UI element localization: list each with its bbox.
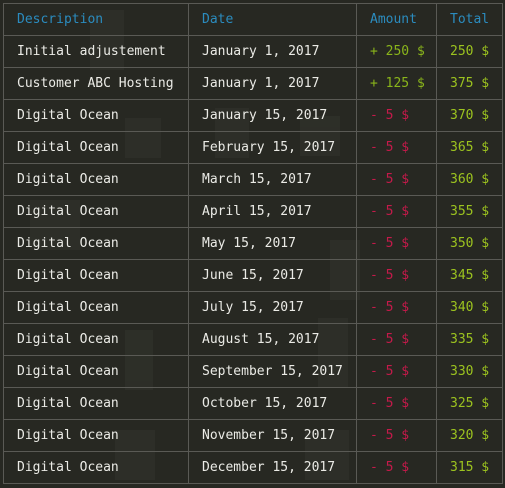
description-cell: Initial adjustement xyxy=(3,35,189,68)
description-cell: Digital Ocean xyxy=(3,451,189,484)
table-row[interactable]: Digital Ocean June 15, 2017- 5 $345 $ xyxy=(3,259,503,292)
date-cell: January 15, 2017 xyxy=(188,99,357,132)
amount-cell: - 5 $ xyxy=(356,195,437,228)
total-cell: 320 $ xyxy=(436,419,503,452)
table-row[interactable]: Digital Ocean February 15, 2017- 5 $365 $ xyxy=(3,131,503,164)
description-cell: Customer ABC Hosting xyxy=(3,67,189,100)
amount-cell: - 5 $ xyxy=(356,355,437,388)
total-cell: 250 $ xyxy=(436,35,503,68)
table-row[interactable]: Digital Ocean December 15, 2017- 5 $315 $ xyxy=(3,451,503,484)
date-cell: September 15, 2017 xyxy=(188,355,357,388)
table-row[interactable]: Customer ABC Hosting January 1, 2017 + 125… xyxy=(3,67,503,100)
ledger-table: Description Date Amount Total Initial ad… xyxy=(3,3,503,484)
description-cell: Digital Ocean xyxy=(3,195,189,228)
total-cell: 360 $ xyxy=(436,163,503,196)
total-cell: 315 $ xyxy=(436,451,503,484)
amount-cell: - 5 $ xyxy=(356,227,437,260)
date-cell: January 1, 2017 xyxy=(188,35,357,68)
date-cell: August 15, 2017 xyxy=(188,323,357,356)
date-cell: March 15, 2017 xyxy=(188,163,357,196)
amount-cell: - 5 $ xyxy=(356,163,437,196)
amount-cell: - 5 $ xyxy=(356,387,437,420)
date-cell: April 15, 2017 xyxy=(188,195,357,228)
table-row[interactable]: Digital Ocean March 15, 2017- 5 $360 $ xyxy=(3,163,503,196)
total-cell: 345 $ xyxy=(436,259,503,292)
total-cell: 330 $ xyxy=(436,355,503,388)
description-cell: Digital Ocean xyxy=(3,259,189,292)
date-cell: January 1, 2017 xyxy=(188,67,357,100)
description-cell: Digital Ocean xyxy=(3,291,189,324)
description-cell: Digital Ocean xyxy=(3,131,189,164)
total-cell: 355 $ xyxy=(436,195,503,228)
column-header-total[interactable]: Total xyxy=(436,3,503,36)
date-cell: June 15, 2017 xyxy=(188,259,357,292)
total-cell: 365 $ xyxy=(436,131,503,164)
table-row[interactable]: Digital Ocean May 15, 2017- 5 $350 $ xyxy=(3,227,503,260)
table-row[interactable]: Digital Ocean August 15, 2017- 5 $335 $ xyxy=(3,323,503,356)
amount-cell: - 5 $ xyxy=(356,451,437,484)
total-cell: 340 $ xyxy=(436,291,503,324)
description-cell: Digital Ocean xyxy=(3,227,189,260)
column-header-description[interactable]: Description xyxy=(3,3,189,36)
table-row[interactable]: Digital Ocean January 15, 2017- 5 $370 $ xyxy=(3,99,503,132)
total-cell: 370 $ xyxy=(436,99,503,132)
description-cell: Digital Ocean xyxy=(3,323,189,356)
amount-cell: - 5 $ xyxy=(356,323,437,356)
total-cell: 350 $ xyxy=(436,227,503,260)
amount-cell: - 5 $ xyxy=(356,291,437,324)
amount-cell: - 5 $ xyxy=(356,131,437,164)
total-cell: 335 $ xyxy=(436,323,503,356)
total-cell: 325 $ xyxy=(436,387,503,420)
table-row[interactable]: Digital Ocean October 15, 2017- 5 $325 $ xyxy=(3,387,503,420)
description-cell: Digital Ocean xyxy=(3,419,189,452)
description-cell: Digital Ocean xyxy=(3,387,189,420)
table-row[interactable]: Digital Ocean September 15, 2017- 5 $330 … xyxy=(3,355,503,388)
amount-cell: - 5 $ xyxy=(356,99,437,132)
description-cell: Digital Ocean xyxy=(3,163,189,196)
column-header-amount[interactable]: Amount xyxy=(356,3,437,36)
date-cell: July 15, 2017 xyxy=(188,291,357,324)
table-body: Initial adjustement January 1, 2017 + 250 … xyxy=(3,35,503,484)
amount-cell: - 5 $ xyxy=(356,419,437,452)
date-cell: October 15, 2017 xyxy=(188,387,357,420)
description-cell: Digital Ocean xyxy=(3,355,189,388)
total-cell: 375 $ xyxy=(436,67,503,100)
amount-cell: - 5 $ xyxy=(356,259,437,292)
description-cell: Digital Ocean xyxy=(3,99,189,132)
table-row[interactable]: Digital Ocean July 15, 2017- 5 $340 $ xyxy=(3,291,503,324)
table-row[interactable]: Digital Ocean April 15, 2017- 5 $355 $ xyxy=(3,195,503,228)
table-row[interactable]: Digital Ocean November 15, 2017- 5 $320 $ xyxy=(3,419,503,452)
date-cell: May 15, 2017 xyxy=(188,227,357,260)
table-header-row: Description Date Amount Total xyxy=(3,3,503,36)
column-header-date[interactable]: Date xyxy=(188,3,357,36)
amount-cell: + 125 $ xyxy=(356,67,437,100)
date-cell: December 15, 2017 xyxy=(188,451,357,484)
table-row[interactable]: Initial adjustement January 1, 2017 + 250 … xyxy=(3,35,503,68)
amount-cell: + 250 $ xyxy=(356,35,437,68)
date-cell: November 15, 2017 xyxy=(188,419,357,452)
date-cell: February 15, 2017 xyxy=(188,131,357,164)
